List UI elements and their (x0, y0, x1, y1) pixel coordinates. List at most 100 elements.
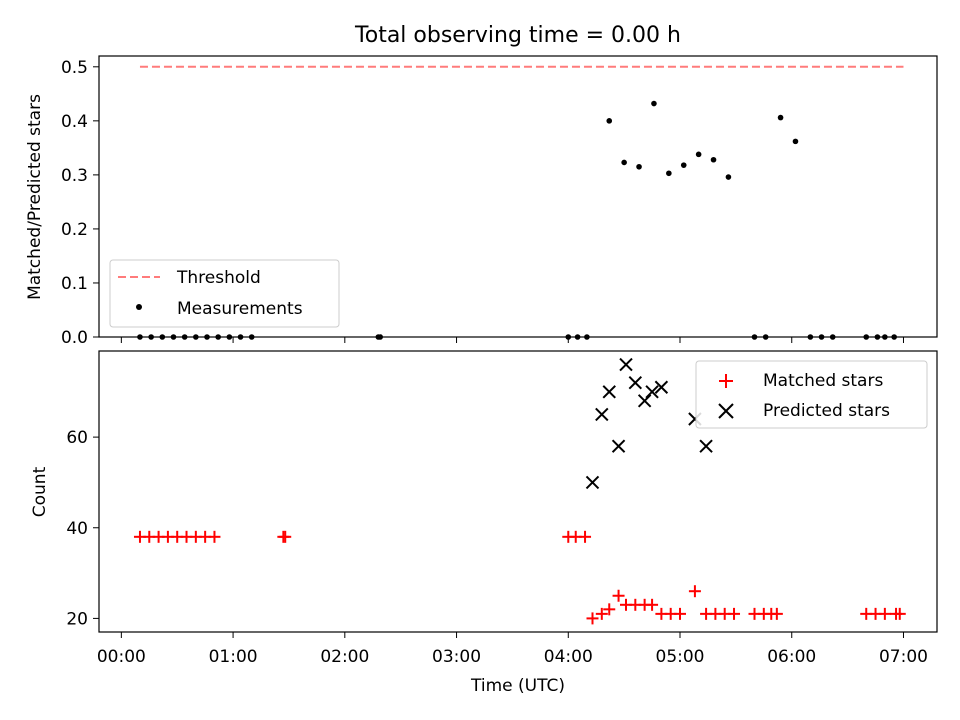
measurement-point (818, 334, 825, 340)
top-legend: Threshold Measurements (109, 259, 340, 328)
measurement-point (181, 334, 188, 340)
measurement-point (777, 114, 784, 121)
top-y-axis-label: Matched/Predicted stars (25, 94, 45, 300)
chart-title: Total observing time = 0.00 h (354, 23, 681, 48)
measurement-point (710, 156, 717, 163)
measurement-point (170, 334, 177, 340)
top-y-tick-label: 0.3 (61, 166, 88, 186)
bottom-plot-frame (98, 350, 938, 633)
x-axis-label: Time (UTC) (470, 676, 565, 696)
matched-star-marker (728, 607, 741, 620)
matched-star-marker (688, 585, 701, 598)
bottom-y-tick-label: 60 (66, 428, 88, 448)
measurement-point (377, 334, 383, 340)
legend-matched-label: Matched stars (763, 371, 883, 391)
bottom-y-tick-label: 20 (66, 609, 88, 629)
matched-stars-points (133, 530, 906, 625)
matched-star-marker (603, 603, 616, 616)
measurement-point (792, 138, 799, 145)
matched-star-marker (646, 598, 659, 611)
predicted-star-marker (699, 439, 713, 453)
bottom-legend: Matched stars Predicted stars (695, 360, 928, 429)
measurement-point (863, 334, 870, 340)
matched-star-marker (579, 530, 592, 543)
measurement-point (762, 334, 769, 340)
x-tick-label: 00:00 (97, 647, 146, 667)
legend-matched-swatch (719, 374, 733, 388)
matched-star-marker (586, 612, 599, 625)
measurement-point (807, 334, 814, 340)
measurement-point (159, 334, 166, 340)
measurement-point (874, 334, 881, 340)
predicted-star-marker (628, 376, 643, 390)
legend-measurements-label: Measurements (177, 299, 303, 319)
measurement-point (226, 334, 233, 340)
x-tick-label: 05:00 (656, 647, 705, 667)
measurement-point (584, 334, 590, 340)
top-y-tick-label: 0.0 (61, 328, 88, 348)
matched-star-marker (893, 607, 906, 620)
matched-star-marker (878, 607, 891, 620)
top-y-tick-label: 0.2 (61, 220, 88, 240)
top-y-axis: 0.0 0.1 0.2 0.3 0.4 0.5 (61, 58, 99, 348)
top-x-tick-marks (120, 337, 904, 343)
measurement-point (193, 334, 199, 340)
x-tick-label: 07:00 (879, 647, 928, 667)
legend-measurements-swatch (136, 304, 142, 310)
top-panel: Total observing time = 0.00 h 0.00.10.20… (25, 23, 938, 348)
x-tick-label: 01:00 (209, 647, 258, 667)
x-tick-label: 03:00 (432, 647, 481, 667)
measurement-point (621, 159, 627, 166)
bottom-x-axis: 00:00 01:00 02:00 03:00 04:00 05:00 06:00 07:00 (97, 632, 928, 667)
measurement-point (651, 100, 657, 107)
measurement-point (204, 334, 210, 340)
predicted-star-marker (595, 407, 609, 422)
predicted-star-marker (654, 380, 669, 394)
measurement-point (137, 334, 143, 340)
measurement-point (725, 174, 732, 180)
measurement-point (148, 334, 154, 340)
predicted-star-marker (611, 439, 626, 453)
bottom-panel: 20 40 60 00:00 01:00 02:00 03:00 04:00 05:00 06:… (30, 350, 938, 696)
legend-threshold-label: Threshold (176, 268, 261, 288)
measurement-point (680, 162, 687, 168)
measurement-point (606, 118, 613, 124)
measurement-points (137, 100, 897, 340)
matched-star-marker (612, 589, 625, 602)
matched-star-marker (208, 530, 221, 543)
matched-star-marker (595, 607, 608, 620)
top-y-tick-label: 0.5 (61, 58, 88, 78)
bottom-y-axis: 20 40 60 (66, 428, 99, 629)
measurement-point (891, 334, 897, 340)
predicted-star-marker (645, 385, 659, 399)
predicted-star-marker (637, 394, 652, 408)
top-legend-box (109, 259, 340, 328)
matched-star-marker (674, 607, 687, 620)
matched-star-marker (279, 530, 292, 543)
measurement-point (695, 151, 702, 158)
measurement-point (248, 334, 255, 340)
predicted-star-marker (585, 475, 600, 490)
measurement-point (751, 334, 758, 340)
x-tick-label: 02:00 (320, 647, 369, 667)
measurement-point (215, 334, 221, 340)
measurement-point (666, 170, 672, 177)
measurement-point (574, 334, 581, 340)
predicted-star-marker (602, 385, 616, 399)
bottom-y-axis-label: Count (30, 466, 50, 517)
predicted-star-marker (619, 357, 633, 372)
bottom-y-tick-label: 40 (66, 519, 88, 539)
matched-star-marker (770, 607, 783, 620)
measurement-point (882, 334, 888, 340)
top-plot-frame (98, 55, 938, 338)
top-y-tick-label: 0.1 (61, 274, 88, 294)
measurement-point (829, 334, 836, 340)
legend-predicted-label: Predicted stars (763, 401, 890, 421)
measurement-point (636, 163, 642, 170)
bottom-legend-box (695, 360, 928, 429)
top-y-tick-label: 0.4 (61, 112, 88, 132)
measurement-point (237, 334, 244, 340)
legend-predicted-swatch (718, 403, 734, 419)
